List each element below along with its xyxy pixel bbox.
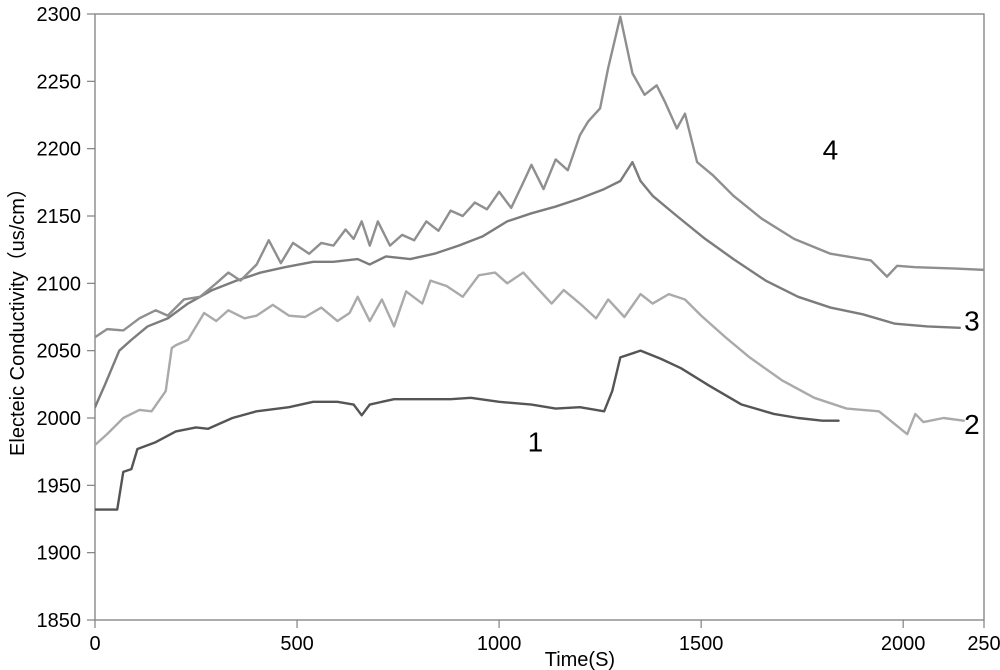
x-tick-label: 250 bbox=[967, 633, 1000, 655]
y-tick-label: 2300 bbox=[37, 4, 82, 26]
y-tick-label: 1850 bbox=[37, 610, 82, 632]
x-tick-label: 0 bbox=[89, 633, 100, 655]
y-tick-label: 1900 bbox=[37, 543, 82, 565]
x-tick-label: 1500 bbox=[679, 633, 724, 655]
line-chart: 0 500 1000 1500 2000 250 1850 1900 1950 2000 2050 2… bbox=[0, 0, 1000, 670]
series-label-1: 1 bbox=[528, 427, 544, 458]
y-tick-label: 2250 bbox=[37, 71, 82, 93]
chart-container: 0 500 1000 1500 2000 250 1850 1900 1950 2000 2050 2… bbox=[0, 0, 1000, 670]
x-axis-label: Time(S) bbox=[545, 649, 615, 670]
y-tick-label: 2150 bbox=[37, 206, 82, 228]
y-tick-label: 2100 bbox=[37, 273, 82, 295]
x-tick-label: 1000 bbox=[477, 633, 522, 655]
series-label-4: 4 bbox=[823, 134, 839, 165]
y-axis-label: Electeic Conductivity（us/cm） bbox=[6, 178, 29, 456]
series-label-2: 2 bbox=[964, 409, 980, 440]
y-tick-label: 1950 bbox=[37, 475, 82, 497]
y-tick-label: 2050 bbox=[37, 341, 82, 363]
y-tick-label: 2200 bbox=[37, 139, 82, 161]
series-label-3: 3 bbox=[964, 305, 980, 336]
y-tick-label: 2000 bbox=[37, 408, 82, 430]
x-tick-label: 2000 bbox=[881, 633, 926, 655]
x-tick-label: 500 bbox=[280, 633, 313, 655]
plot-area bbox=[95, 14, 984, 620]
